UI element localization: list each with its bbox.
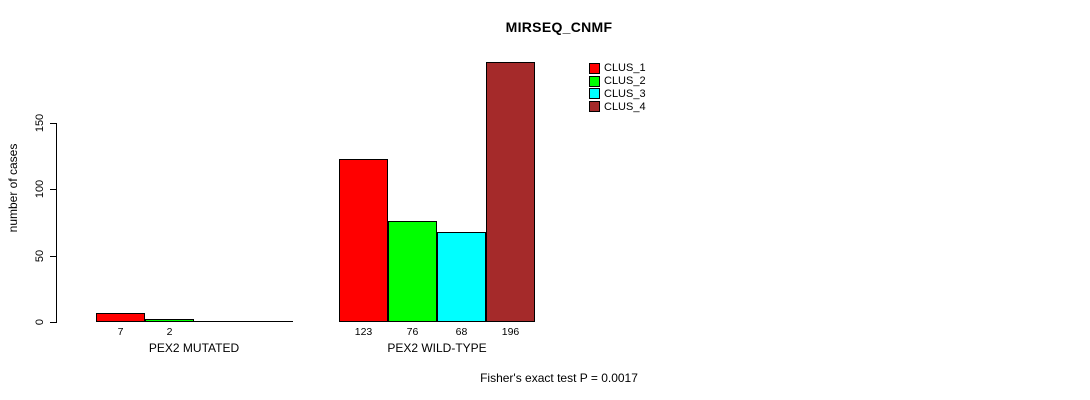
y-axis-tick-label: 150	[34, 113, 46, 133]
legend-label: CLUS_3	[604, 87, 646, 100]
bar	[145, 319, 194, 322]
y-axis-tick-label: 50	[34, 249, 46, 263]
bar	[339, 159, 388, 322]
chart-title: MIRSEQ_CNMF	[505, 19, 613, 35]
y-axis-label: number of cases	[6, 143, 20, 233]
legend-label: CLUS_1	[604, 62, 646, 75]
y-axis-tick	[50, 255, 57, 257]
legend-swatch	[589, 62, 600, 74]
legend-item: CLUS_1	[589, 62, 646, 75]
legend-item: CLUS_3	[589, 88, 646, 101]
legend-swatch	[589, 101, 600, 113]
legend-swatch	[589, 88, 600, 100]
legend: CLUS_1 CLUS_2 CLUS_3 CLUS_4	[589, 62, 646, 113]
legend-label: CLUS_4	[604, 100, 646, 113]
x-axis-line	[96, 321, 293, 323]
fisher-test-annotation: Fisher's exact test P = 0.0017	[480, 371, 638, 385]
y-axis-tick	[50, 122, 57, 124]
bar-value-label: 7	[117, 326, 124, 338]
group-label-pex2-mutated: PEX2 MUTATED	[148, 341, 240, 355]
bar	[388, 221, 437, 322]
bar	[437, 232, 486, 322]
y-axis-tick-label: 100	[34, 179, 46, 199]
y-axis-tick	[50, 321, 57, 323]
bar-value-label: 123	[354, 326, 373, 338]
legend-label: CLUS_2	[604, 75, 646, 88]
legend-item: CLUS_4	[589, 100, 646, 113]
bar	[486, 62, 535, 322]
y-axis-tick-label: 0	[34, 318, 46, 326]
bar-value-label: 68	[455, 326, 468, 338]
legend-item: CLUS_2	[589, 75, 646, 88]
bar	[96, 313, 145, 322]
y-axis-tick	[50, 188, 57, 190]
group-label-pex2-wild-type: PEX2 WILD-TYPE	[387, 341, 487, 355]
bar-value-label: 76	[406, 326, 419, 338]
bar-value-label: 196	[501, 326, 520, 338]
legend-swatch	[589, 75, 600, 87]
bar-value-label: 2	[166, 326, 173, 338]
y-axis-line	[56, 123, 58, 323]
